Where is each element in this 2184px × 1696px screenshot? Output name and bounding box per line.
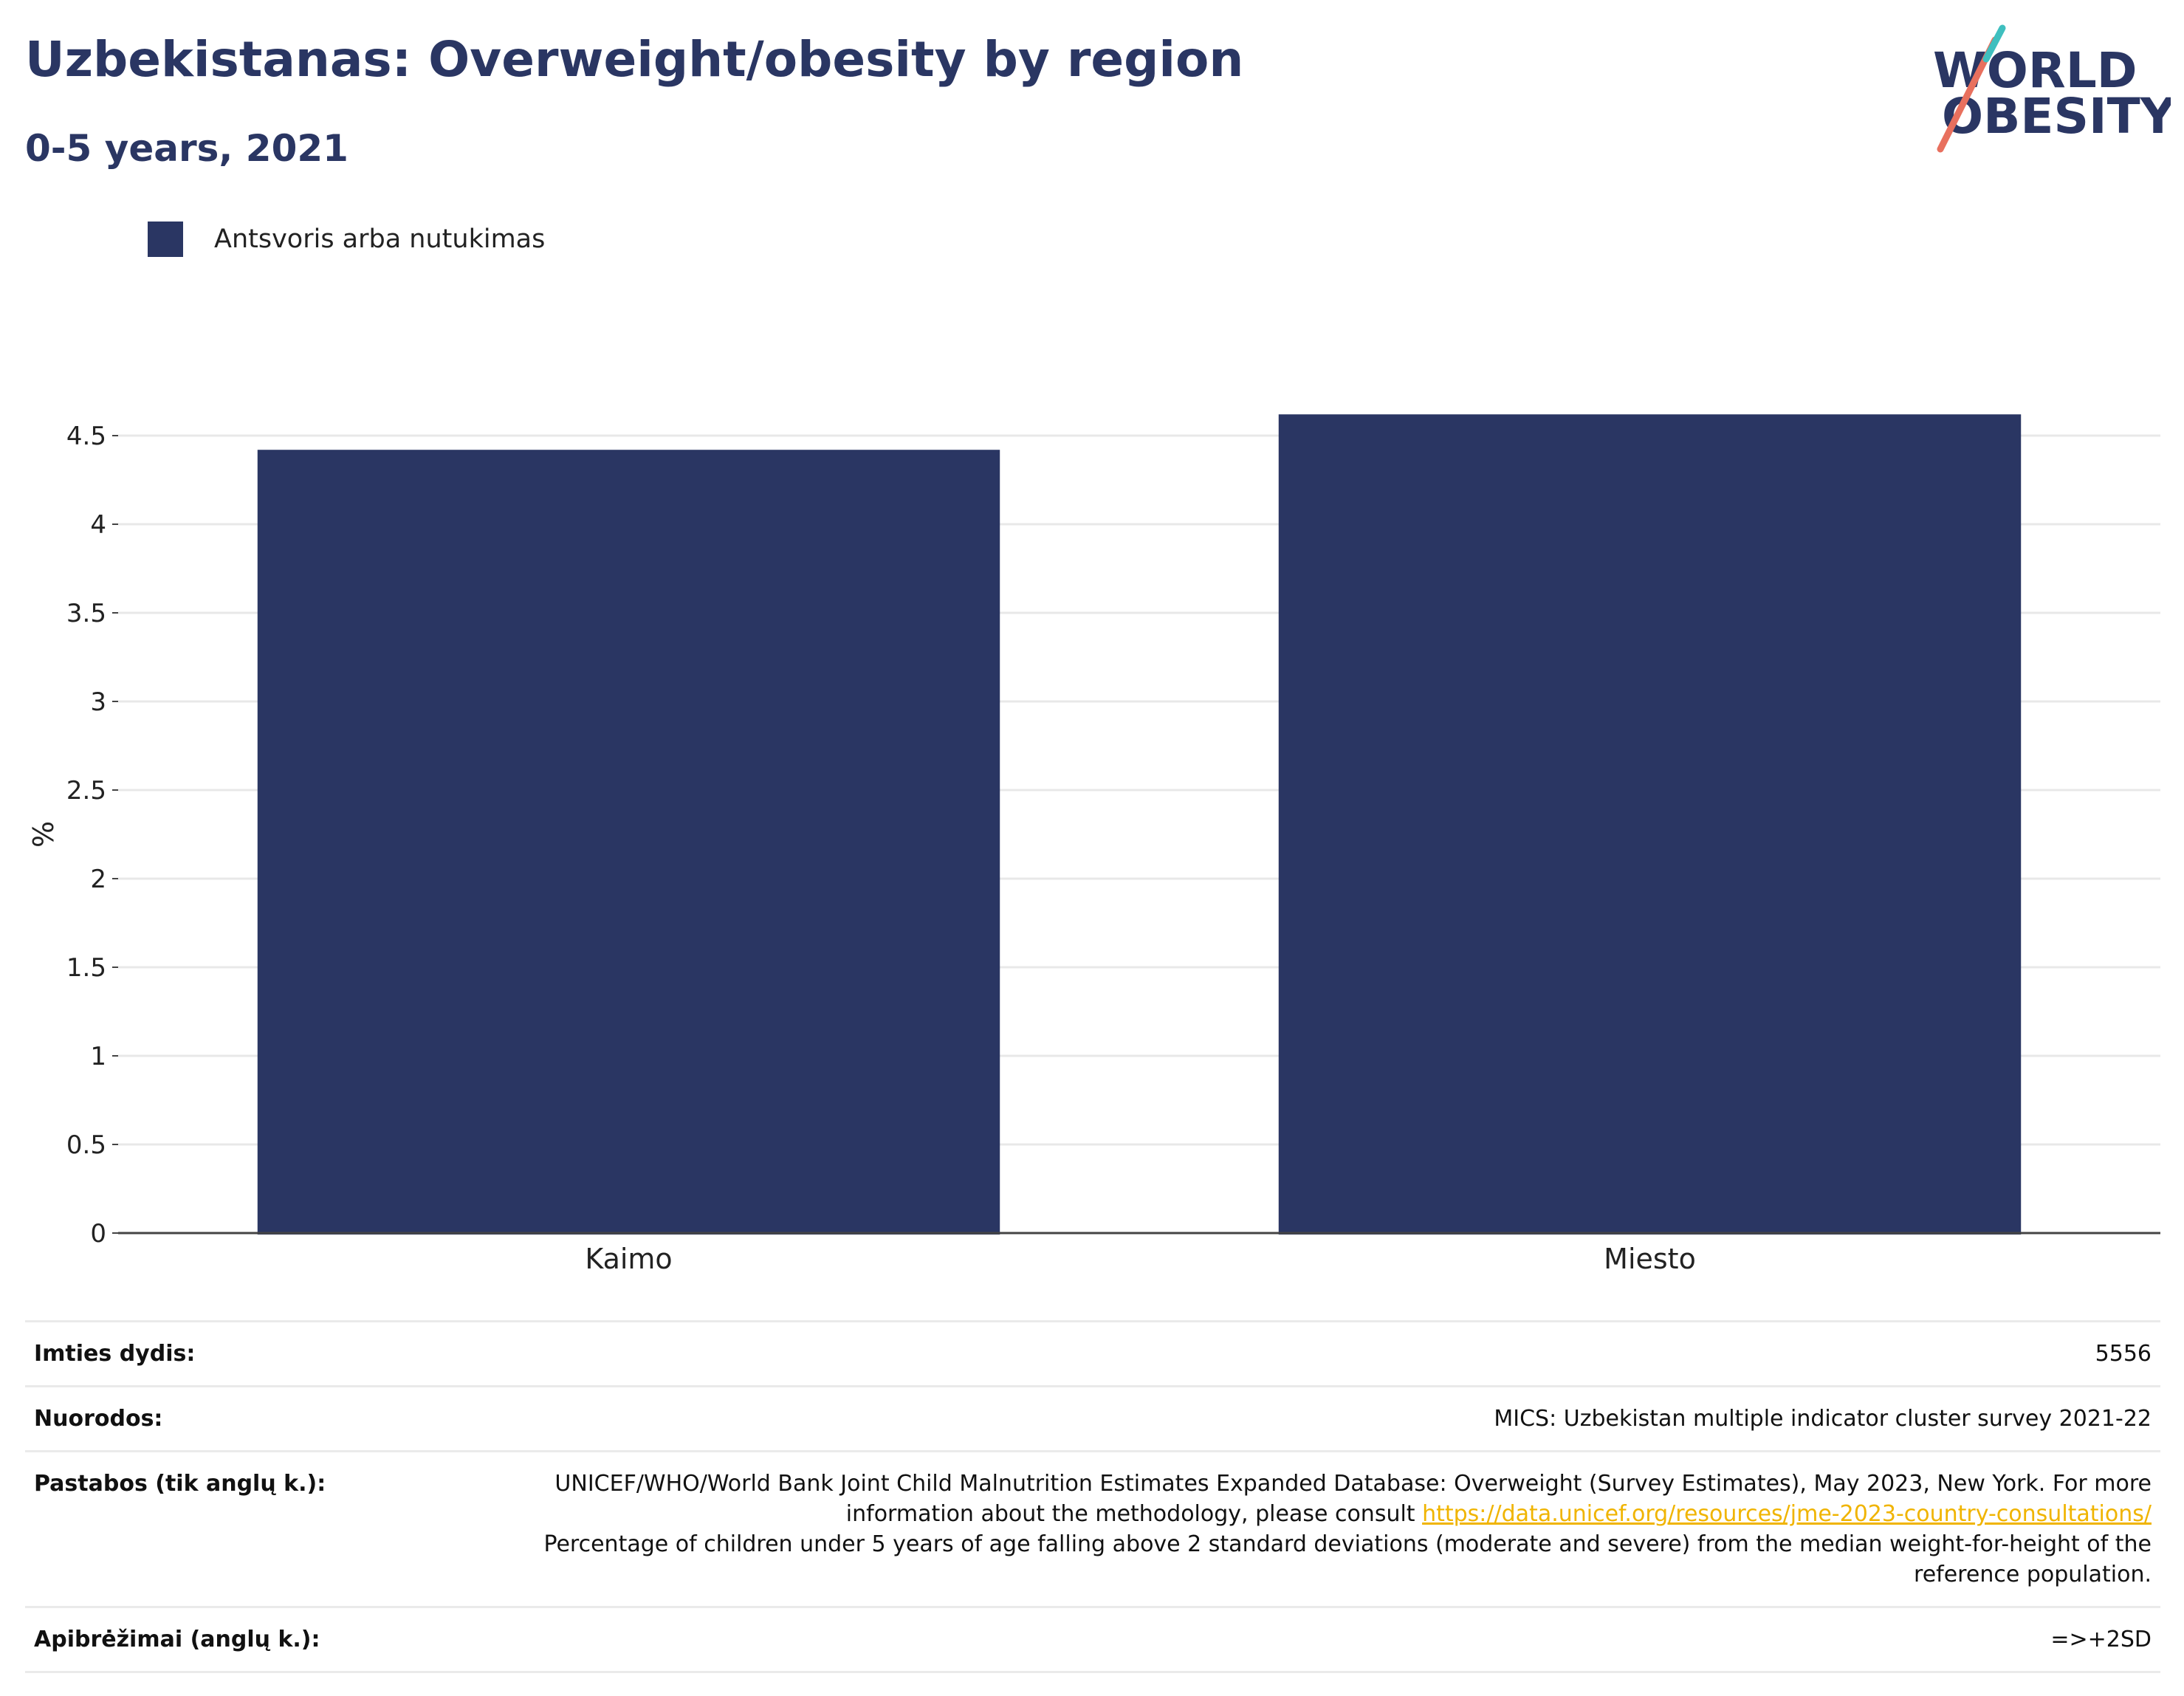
x-axis-labels: Kaimo Miesto (585, 1243, 1696, 1275)
notes-text-1: UNICEF/WHO/World Bank Joint Child Malnut… (554, 1471, 2152, 1527)
logo-text-obesity: OBESITY (1942, 88, 2171, 145)
y-tick-label: 1 (90, 1042, 106, 1071)
info-row-notes: Pastabos (tik anglų k.): UNICEF/WHO/Worl… (25, 1450, 2160, 1608)
y-tick-label: 3 (90, 687, 106, 717)
notes-label: Pastabos (tik anglų k.): (25, 1450, 486, 1608)
chart-title: Uzbekistanas: Overweight/obesity by regi… (25, 31, 1244, 88)
info-row-definitions: Apibrėžimai (anglų k.): =>+2SD (25, 1606, 2160, 1673)
bar-kaimo (257, 450, 1000, 1235)
notes-text-2: Percentage of children under 5 years of … (543, 1531, 2152, 1587)
x-tick-label: Kaimo (585, 1243, 672, 1275)
y-tick-label: 4.5 (66, 422, 106, 451)
info-row-references: Nuorodos: MICS: Uzbekistan multiple indi… (25, 1385, 2160, 1452)
sample-size-label: Imties dydis: (25, 1320, 486, 1387)
bar-chart: 0 0.5 1 1.5 2 2.5 3 3.5 4 4.5 Kaimo Miesto % (27, 414, 2160, 1275)
y-axis-ticks: 0 0.5 1 1.5 2 2.5 3 3.5 4 4.5 (66, 422, 118, 1249)
y-tick-label: 4 (90, 510, 106, 540)
legend-label: Antsvoris arba nutukimas (214, 224, 546, 254)
bars (257, 414, 2022, 1235)
methodology-link[interactable]: https://data.unicef.org/resources/jme-20… (1422, 1501, 2152, 1527)
y-tick-label: 2.5 (66, 776, 106, 806)
logo-slash-teal (1982, 24, 2006, 63)
legend: Antsvoris arba nutukimas (148, 219, 545, 260)
y-tick-label: 0 (90, 1219, 106, 1249)
notes-value: UNICEF/WHO/World Bank Joint Child Malnut… (486, 1450, 2160, 1608)
references-label: Nuorodos: (25, 1385, 486, 1452)
legend-swatch (148, 222, 183, 257)
world-obesity-logo: WORLD OBESITY (1933, 24, 2171, 153)
y-axis-label: % (27, 821, 60, 848)
y-tick-label: 3.5 (66, 599, 106, 628)
bar-miesto (1278, 414, 2022, 1235)
x-tick-label: Miesto (1604, 1243, 1696, 1275)
definitions-value: =>+2SD (486, 1606, 2160, 1673)
chart-subtitle: 0-5 years, 2021 (25, 127, 348, 170)
y-tick-label: 0.5 (66, 1130, 106, 1160)
y-tick-label: 2 (90, 865, 106, 894)
info-row-sample: Imties dydis: 5556 (25, 1320, 2160, 1387)
info-table: Imties dydis: 5556 Nuorodos: MICS: Uzbek… (25, 1320, 2160, 1673)
definitions-label: Apibrėžimai (anglų k.): (25, 1606, 486, 1673)
y-tick-label: 1.5 (66, 953, 106, 983)
references-value: MICS: Uzbekistan multiple indicator clus… (486, 1385, 2160, 1452)
sample-size-value: 5556 (486, 1320, 2160, 1387)
